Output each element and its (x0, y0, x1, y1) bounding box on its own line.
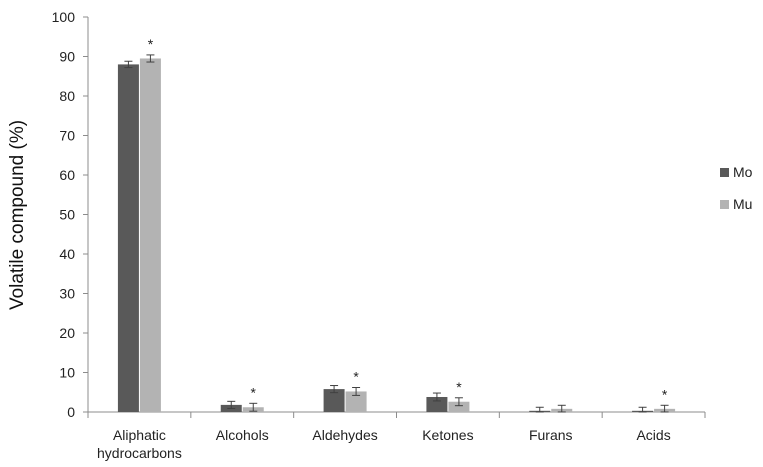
bar-mo (323, 389, 345, 412)
error-bar-mo (227, 400, 236, 409)
legend: Mo Mu (720, 164, 753, 212)
significance-marker: * (456, 379, 462, 395)
y-tick-label: 80 (59, 88, 75, 104)
significance-marker: * (148, 36, 154, 52)
significance-marker: * (662, 386, 668, 402)
bars (117, 58, 676, 413)
error-bar-mu (660, 404, 669, 413)
y-axis: 0 10 20 30 40 50 60 70 80 90 100 (52, 9, 89, 420)
y-tick-label: 0 (67, 404, 75, 420)
error-bar-mo (638, 406, 647, 413)
bar-mo (117, 64, 139, 413)
significance-marker: * (251, 384, 257, 400)
y-tick-label: 30 (59, 286, 75, 302)
y-tick-label: 70 (59, 128, 75, 144)
y-tick-label: 60 (59, 167, 75, 183)
error-bar-mu (352, 387, 361, 396)
error-bar-mo (432, 392, 441, 402)
legend-label-mu: Mu (733, 196, 752, 212)
x-category-label: Furans (529, 427, 573, 443)
error-bar-mo (535, 406, 544, 413)
error-bar-mo (330, 385, 339, 394)
significance-marker: * (353, 369, 359, 385)
x-category-label: Aldehydes (312, 427, 377, 443)
x-category-label: Acids (636, 427, 670, 443)
legend-label-mo: Mo (733, 164, 753, 180)
bar-mo (426, 396, 448, 412)
error-bar-mu (249, 402, 258, 412)
legend-swatch-mo (720, 168, 729, 177)
x-category-label: Ketones (422, 427, 473, 443)
legend-swatch-mu (720, 200, 729, 209)
y-tick-label: 10 (59, 365, 75, 381)
y-tick-label: 100 (52, 9, 76, 25)
error-bars (124, 54, 669, 413)
x-axis: Aliphatic hydrocarbons Alcohols Aldehydes Ke… (87, 411, 706, 461)
error-bar-mu (454, 397, 463, 407)
y-tick-label: 40 (59, 246, 75, 262)
y-tick-label: 50 (59, 207, 75, 223)
error-bar-mo (124, 60, 133, 69)
error-bar-mu (146, 54, 155, 63)
x-category-label: Alcohols (216, 427, 269, 443)
bar-mu (139, 58, 161, 412)
bar-mu (448, 401, 470, 412)
significance-markers: * * * * * (148, 36, 668, 402)
x-category-label: Aliphatic hydrocarbons (97, 427, 182, 461)
bar-mu (345, 391, 367, 412)
error-bar-mu (557, 404, 566, 413)
y-tick-label: 20 (59, 325, 75, 341)
y-tick-label: 90 (59, 49, 75, 65)
y-axis-title: Volatile compound (%) (7, 120, 28, 310)
